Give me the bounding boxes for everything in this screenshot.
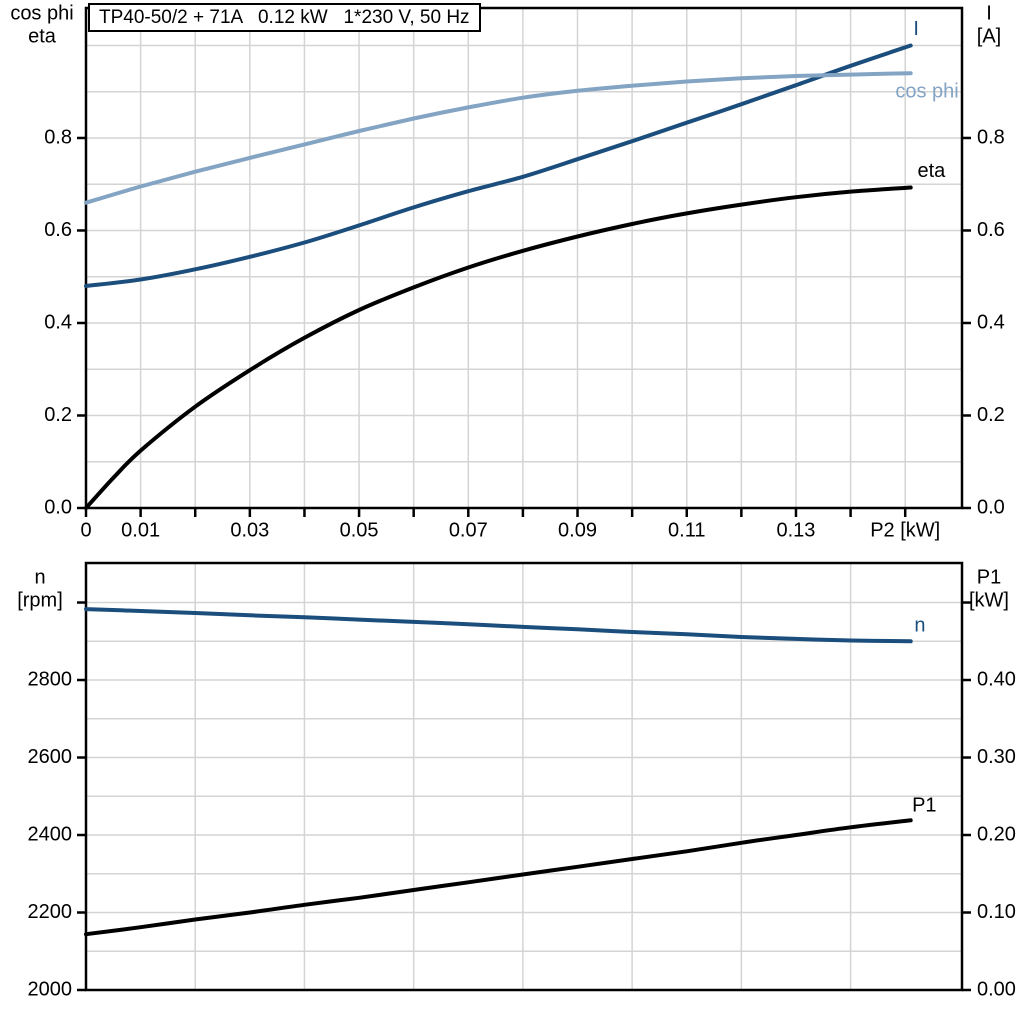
y-left-tick-label: 2000 [28, 978, 73, 1000]
y-right-axis-title: [kW] [969, 589, 1009, 611]
y-left-tick-label: 0.0 [44, 496, 72, 518]
y-left-tick-label: 2400 [28, 823, 73, 845]
y-left-tick-label: 0.6 [44, 219, 72, 241]
series-label-n: n [914, 614, 925, 636]
y-right-axis-title: P1 [977, 566, 1001, 588]
y-right-tick-label: 0.10 [977, 901, 1016, 923]
series-label-P1: P1 [912, 795, 936, 817]
y-right-tick-label: 0.8 [977, 126, 1005, 148]
series-label-I: I [913, 18, 919, 40]
series-label-cos-phi: cos phi [895, 80, 958, 102]
y-right-tick-label: 0.00 [977, 978, 1016, 1000]
series-curve-n [84, 607, 913, 644]
series-curve-P1 [84, 818, 913, 937]
y-left-tick-label: 0.8 [44, 126, 72, 148]
y-right-tick-label: 0.30 [977, 746, 1016, 768]
x-tick-label: 0.07 [449, 519, 488, 541]
y-left-axis-title: [rpm] [17, 589, 63, 611]
x-tick-label: 0.01 [121, 519, 160, 541]
y-left-tick-label: 2200 [28, 901, 73, 923]
y-right-tick-label: 0.2 [977, 404, 1005, 426]
y-left-tick-label: 2800 [28, 668, 73, 690]
x-tick-label: 0.09 [558, 519, 597, 541]
y-right-axis-title: [A] [977, 25, 1001, 47]
y-left-tick-label: 0.2 [44, 404, 72, 426]
series-label-eta: eta [918, 160, 947, 182]
series-curve-cos-phi [84, 71, 913, 205]
y-left-tick-label: 2600 [28, 746, 73, 768]
x-tick-label: 0.03 [230, 519, 269, 541]
y-right-axis-title: I [986, 2, 992, 24]
x-tick-label: 0.05 [340, 519, 379, 541]
y-right-tick-label: 0.40 [977, 668, 1016, 690]
y-left-axis-title: n [34, 566, 45, 588]
y-right-tick-label: 0.20 [977, 823, 1016, 845]
chart-title-box: TP40-50/2 + 71A 0.12 kW 1*230 V, 50 Hz [88, 3, 481, 32]
y-left-tick-label: 0.4 [44, 311, 72, 333]
x-tick-label: 0.13 [777, 519, 816, 541]
y-right-tick-label: 0.4 [977, 311, 1005, 333]
y-right-tick-label: 0.6 [977, 219, 1005, 241]
series-curve-eta [84, 185, 913, 510]
y-left-axis-title: cos phi [10, 2, 73, 24]
x-tick-label: 0 [80, 519, 91, 541]
x-tick-label: 0.11 [668, 519, 705, 541]
chart-frame [84, 561, 964, 992]
y-right-tick-label: 0.0 [977, 496, 1005, 518]
y-left-axis-title: eta [28, 25, 57, 47]
series-curve-I [84, 43, 913, 288]
chart-frame [84, 6, 964, 510]
x-tick-label: P2 [kW] [870, 519, 940, 541]
